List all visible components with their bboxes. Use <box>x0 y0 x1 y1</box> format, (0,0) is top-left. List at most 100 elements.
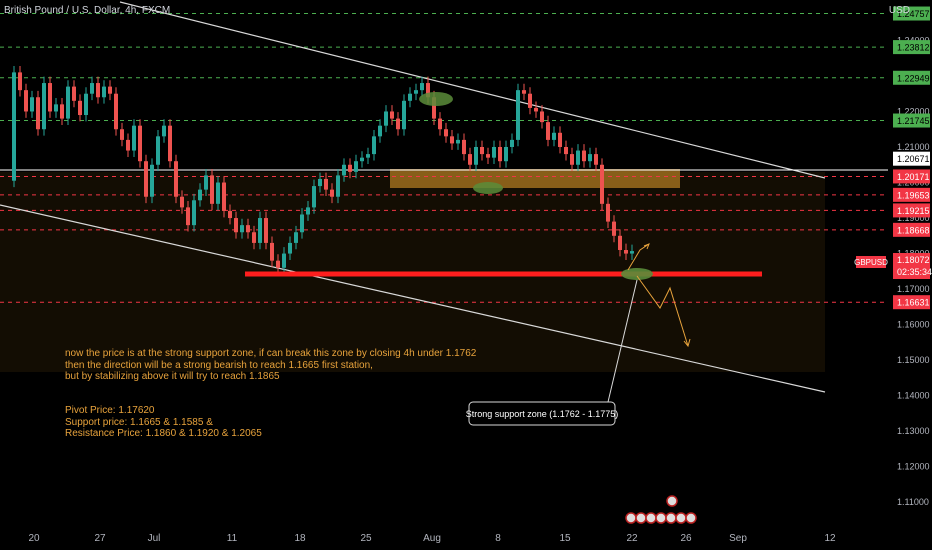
candle-body <box>222 182 226 211</box>
economic-events[interactable] <box>625 495 697 524</box>
candle-body <box>228 210 232 219</box>
candle-body <box>504 146 508 162</box>
candle-body <box>30 97 34 112</box>
y-tick-label: 1.21000 <box>897 142 930 152</box>
candle-body <box>510 139 514 147</box>
price-level-badge <box>893 295 930 310</box>
candle-body <box>270 242 274 261</box>
bearish-projection <box>636 275 689 347</box>
x-tick-label: 15 <box>559 533 571 544</box>
note-line: now the price is at the strong support z… <box>65 348 477 359</box>
bullish-arrowhead <box>643 243 650 250</box>
x-tick-label: 20 <box>28 533 40 544</box>
price-level-value: 1.19215 <box>897 206 930 216</box>
x-tick-label: 27 <box>94 533 106 544</box>
event-icon[interactable] <box>665 512 677 524</box>
candle-body <box>180 196 184 208</box>
candle-body <box>282 253 286 268</box>
price-level-value: 1.19653 <box>897 190 930 200</box>
event-icon[interactable] <box>675 512 687 524</box>
candle-body <box>360 157 364 162</box>
candle-body <box>234 218 238 233</box>
note-line: then the direction will be a strong bear… <box>65 359 373 371</box>
candle-body <box>324 178 328 190</box>
candle-body <box>390 111 394 119</box>
y-tick-label: 1.16000 <box>897 320 930 330</box>
event-icon[interactable] <box>645 512 657 524</box>
candle-body <box>48 83 52 112</box>
price-level-badge <box>893 6 930 21</box>
candle-body <box>240 225 244 233</box>
event-icon[interactable] <box>655 512 667 524</box>
price-level-value: 1.20171 <box>897 172 930 182</box>
candle-body <box>216 182 220 204</box>
candle-body <box>438 118 442 130</box>
candle-body <box>498 146 502 162</box>
candle-body <box>102 86 106 98</box>
y-tick-label: 1.15000 <box>897 355 930 365</box>
candle-body <box>378 125 382 137</box>
candle-body <box>36 97 40 130</box>
x-tick-label: Jul <box>148 533 161 544</box>
candle-body <box>24 90 28 112</box>
callout-pointer <box>607 279 638 403</box>
x-tick-label: 26 <box>680 533 692 544</box>
current-price: 1.18072 <box>897 255 930 265</box>
candle-body <box>558 132 562 147</box>
price-level-value: 1.16631 <box>897 298 930 308</box>
candle-body <box>246 225 250 233</box>
price-badges: 1.24757 1.23812 1.22949 1.21745 1.20171 1.196… <box>893 6 930 310</box>
candles <box>12 65 634 275</box>
candle-body <box>624 250 628 254</box>
bullish-projection <box>627 243 650 271</box>
time-axis[interactable]: 20 27 Jul 11 18 25 Aug 8 15 22 26 Sep 12 <box>28 533 836 544</box>
candle-body <box>606 203 610 222</box>
event-icon[interactable] <box>635 512 647 524</box>
candle-body <box>546 122 550 140</box>
candle-body <box>444 129 448 137</box>
candle-body <box>138 125 142 162</box>
white-level-badge <box>893 151 930 166</box>
candle-body <box>420 83 424 91</box>
candle-body <box>468 154 472 165</box>
currency-label: USD <box>888 5 910 16</box>
candle-body <box>426 83 430 98</box>
y-tick-label: 1.11000 <box>897 497 929 507</box>
event-icon[interactable] <box>625 512 637 524</box>
candle-body <box>582 150 586 162</box>
price-level-value: 1.21745 <box>897 116 930 126</box>
support-line-text: Support price: 1.1665 & 1.1585 & <box>65 416 213 428</box>
candle-body <box>84 93 88 116</box>
candle-body <box>588 154 592 162</box>
candle-body <box>114 93 118 130</box>
candle-body <box>474 146 478 165</box>
callout-box[interactable] <box>468 401 616 426</box>
price-level-value: 1.23812 <box>897 43 930 53</box>
candle-body <box>198 189 202 201</box>
candle-body <box>462 139 466 155</box>
symbol-badge <box>856 256 886 268</box>
candle-body <box>330 189 334 197</box>
candle-body <box>276 260 280 268</box>
candle-body <box>354 161 358 172</box>
candle-body <box>522 90 526 94</box>
event-icon[interactable] <box>685 512 697 524</box>
x-tick-label: 8 <box>495 533 501 544</box>
price-level-badge <box>893 70 930 85</box>
candle-body <box>612 221 616 236</box>
price-level-value: 1.18668 <box>897 225 930 235</box>
candle-body <box>540 111 544 123</box>
note-line: but by stabilizing above it will try to … <box>65 371 280 382</box>
candle-body <box>312 186 316 208</box>
x-tick-label: 25 <box>360 533 372 544</box>
candle-body <box>534 107 538 112</box>
candle-body <box>90 83 94 94</box>
candle-body <box>456 139 460 144</box>
event-icon[interactable] <box>666 495 678 507</box>
candle-body <box>570 154 574 165</box>
candle-body <box>144 161 148 197</box>
candle-body <box>192 200 196 226</box>
candle-body <box>372 136 376 155</box>
candle-body <box>384 111 388 126</box>
